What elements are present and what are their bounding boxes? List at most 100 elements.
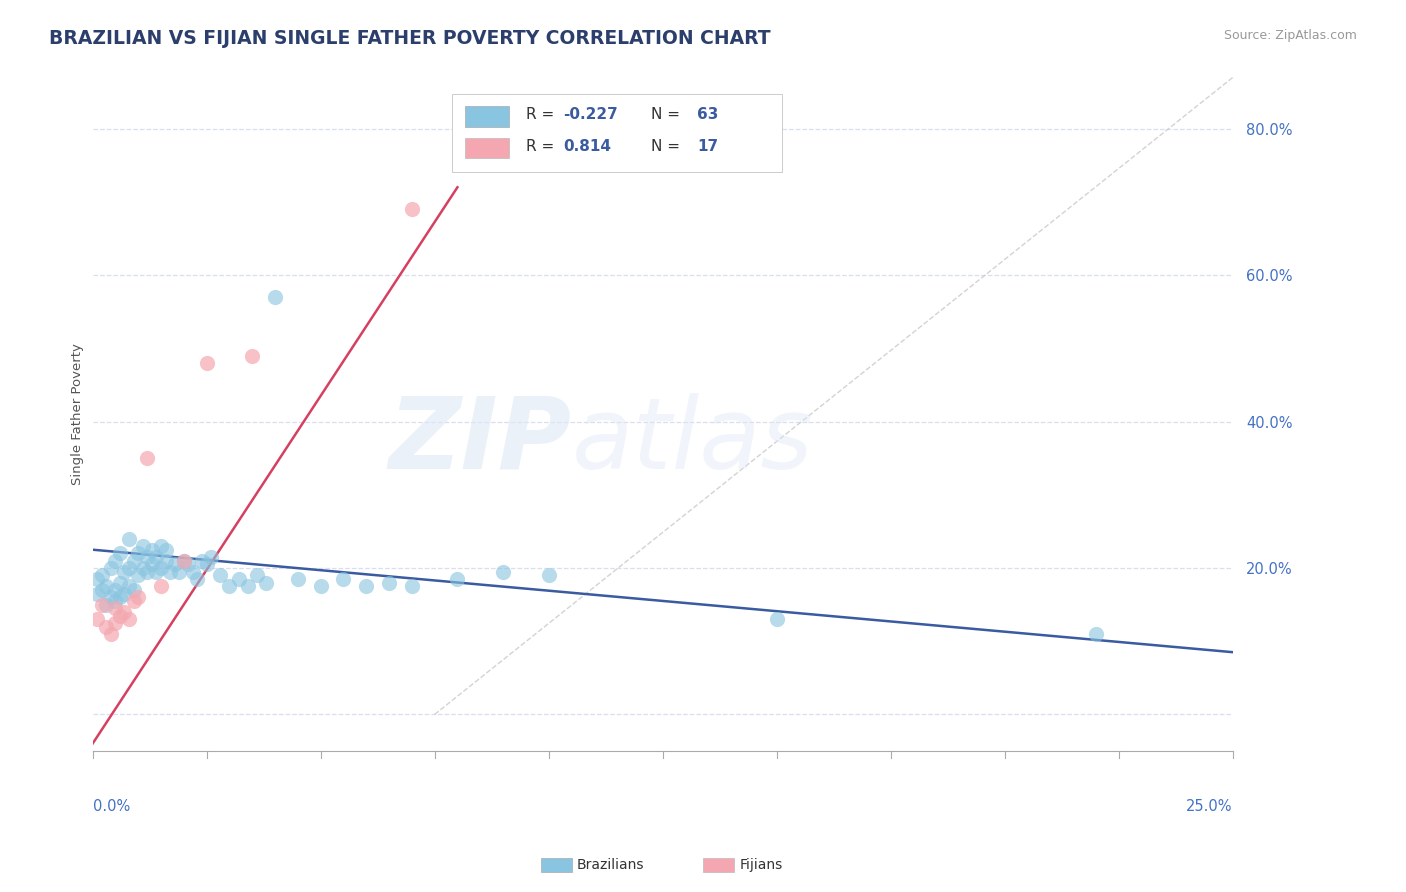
Text: atlas: atlas bbox=[571, 392, 813, 490]
Point bbox=[108, 575, 131, 590]
Point bbox=[145, 549, 167, 564]
Point bbox=[186, 572, 208, 586]
Point bbox=[122, 554, 145, 568]
Point bbox=[195, 558, 218, 572]
Point bbox=[118, 561, 141, 575]
Point bbox=[100, 591, 122, 605]
Point bbox=[127, 546, 149, 560]
Point bbox=[264, 290, 287, 304]
Point bbox=[765, 612, 787, 626]
Text: Source: ZipAtlas.com: Source: ZipAtlas.com bbox=[1223, 29, 1357, 42]
Point bbox=[200, 549, 222, 564]
Point bbox=[136, 451, 159, 466]
Point bbox=[127, 568, 149, 582]
Point bbox=[141, 542, 163, 557]
Point bbox=[108, 546, 131, 560]
Point bbox=[246, 568, 269, 582]
Point bbox=[492, 565, 515, 579]
Point bbox=[209, 568, 232, 582]
Point bbox=[136, 549, 159, 564]
Point bbox=[173, 554, 195, 568]
Point bbox=[191, 554, 214, 568]
Point bbox=[86, 572, 108, 586]
Point bbox=[86, 586, 108, 600]
Text: 0.0%: 0.0% bbox=[93, 798, 129, 814]
Point bbox=[159, 565, 181, 579]
Point bbox=[118, 532, 141, 546]
Point bbox=[114, 565, 136, 579]
Point bbox=[240, 349, 263, 363]
Point bbox=[100, 627, 122, 641]
Text: 25.0%: 25.0% bbox=[1187, 798, 1233, 814]
Point bbox=[96, 619, 118, 633]
FancyBboxPatch shape bbox=[451, 95, 782, 172]
Point bbox=[104, 601, 127, 615]
Point bbox=[254, 575, 277, 590]
Text: 0.814: 0.814 bbox=[564, 139, 612, 154]
Point bbox=[177, 558, 200, 572]
Point bbox=[155, 542, 177, 557]
Text: R =: R = bbox=[526, 107, 560, 122]
Point bbox=[90, 582, 112, 597]
Point bbox=[149, 561, 172, 575]
Point bbox=[122, 582, 145, 597]
Point bbox=[122, 594, 145, 608]
FancyBboxPatch shape bbox=[465, 106, 509, 127]
Point bbox=[181, 565, 204, 579]
Point bbox=[104, 554, 127, 568]
Text: R =: R = bbox=[526, 139, 560, 154]
Point bbox=[401, 579, 423, 593]
Point bbox=[104, 582, 127, 597]
Point bbox=[136, 565, 159, 579]
Text: Brazilians: Brazilians bbox=[576, 858, 644, 872]
Point bbox=[378, 575, 401, 590]
Point bbox=[1084, 627, 1107, 641]
Point bbox=[173, 554, 195, 568]
Point bbox=[90, 568, 112, 582]
Point bbox=[100, 561, 122, 575]
FancyBboxPatch shape bbox=[465, 138, 509, 158]
Point bbox=[132, 561, 155, 575]
Text: Fijians: Fijians bbox=[740, 858, 783, 872]
Text: ZIP: ZIP bbox=[388, 392, 571, 490]
Point bbox=[287, 572, 309, 586]
Point bbox=[96, 579, 118, 593]
Point bbox=[145, 565, 167, 579]
Point bbox=[118, 612, 141, 626]
Point bbox=[132, 539, 155, 553]
Point bbox=[446, 572, 468, 586]
Point bbox=[104, 594, 127, 608]
Text: 63: 63 bbox=[697, 107, 718, 122]
Point bbox=[114, 586, 136, 600]
Point bbox=[155, 554, 177, 568]
Point bbox=[96, 598, 118, 612]
Point bbox=[118, 579, 141, 593]
Point bbox=[401, 202, 423, 217]
Point bbox=[228, 572, 250, 586]
Point bbox=[167, 565, 190, 579]
Point bbox=[104, 615, 127, 630]
Point bbox=[236, 579, 259, 593]
Point bbox=[218, 579, 240, 593]
Text: -0.227: -0.227 bbox=[564, 107, 619, 122]
Text: 17: 17 bbox=[697, 139, 718, 154]
Point bbox=[163, 558, 186, 572]
Point bbox=[537, 568, 560, 582]
Text: N =: N = bbox=[651, 107, 685, 122]
Point bbox=[86, 612, 108, 626]
Point bbox=[141, 558, 163, 572]
Point bbox=[90, 598, 112, 612]
Point bbox=[332, 572, 354, 586]
Y-axis label: Single Father Poverty: Single Father Poverty bbox=[72, 343, 84, 485]
Point bbox=[354, 579, 377, 593]
Point bbox=[195, 356, 218, 370]
Point bbox=[309, 579, 332, 593]
Point bbox=[108, 608, 131, 623]
Point bbox=[114, 605, 136, 619]
Point bbox=[149, 539, 172, 553]
Text: BRAZILIAN VS FIJIAN SINGLE FATHER POVERTY CORRELATION CHART: BRAZILIAN VS FIJIAN SINGLE FATHER POVERT… bbox=[49, 29, 770, 47]
Point bbox=[149, 579, 172, 593]
Text: N =: N = bbox=[651, 139, 685, 154]
Point bbox=[108, 591, 131, 605]
Point bbox=[127, 591, 149, 605]
